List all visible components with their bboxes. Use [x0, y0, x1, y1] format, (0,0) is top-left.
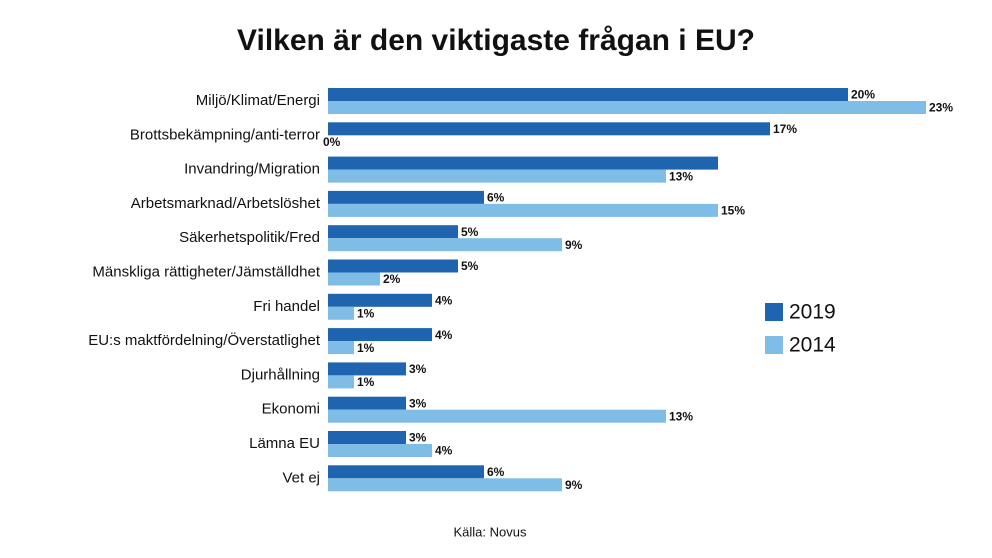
bar	[328, 328, 432, 342]
value-label: 4%	[435, 293, 453, 307]
bar	[328, 203, 718, 217]
category-label: Vet ej	[282, 469, 320, 486]
bar	[328, 88, 848, 101]
legend-swatch	[765, 303, 783, 321]
value-label: 1%	[357, 375, 375, 389]
value-label: 23%	[929, 101, 953, 115]
value-label: 5%	[461, 225, 479, 239]
bar	[328, 375, 354, 389]
value-label: 3%	[409, 431, 427, 445]
value-label: 15%	[721, 204, 745, 218]
value-label: 17%	[773, 122, 797, 136]
category-label: Lämna EU	[249, 435, 320, 452]
bar	[328, 238, 562, 252]
value-label: 0%	[323, 135, 341, 149]
legend-label: 2014	[789, 334, 836, 357]
value-label: 3%	[409, 396, 427, 410]
bar	[328, 396, 406, 410]
value-label: 1%	[357, 306, 375, 320]
value-label: 1%	[357, 341, 375, 355]
value-label: 6%	[487, 191, 505, 205]
bar	[328, 306, 354, 320]
chart-title: Vilken är den viktigaste frågan i EU?	[237, 24, 755, 57]
bar	[328, 341, 354, 355]
bar	[328, 444, 432, 457]
bar	[328, 225, 458, 239]
bar	[328, 122, 770, 136]
bar	[328, 156, 718, 170]
value-label: 3%	[409, 362, 427, 376]
bar	[328, 259, 458, 273]
value-label: 6%	[487, 465, 505, 479]
category-label: Brottsbekämpning/anti-terror	[130, 126, 320, 143]
category-label: Mänskliga rättigheter/Jämställdhet	[92, 263, 320, 280]
value-label: 9%	[565, 478, 583, 492]
bar	[328, 409, 666, 423]
value-label: 4%	[435, 444, 453, 458]
bar	[328, 362, 406, 376]
bar	[328, 272, 380, 286]
value-label: 2%	[383, 272, 401, 286]
bar	[328, 169, 666, 183]
value-label: 9%	[565, 238, 583, 252]
category-label: Invandring/Migration	[184, 161, 320, 178]
category-label: Miljö/Klimat/Energi	[196, 92, 320, 109]
legend-swatch	[765, 336, 783, 354]
value-label: 13%	[669, 409, 693, 423]
category-label: Ekonomi	[262, 401, 320, 418]
category-label: Djurhållning	[241, 366, 320, 383]
bar	[328, 190, 484, 204]
bar	[328, 101, 926, 114]
bar	[328, 431, 406, 444]
category-label: Säkerhetspolitik/Fred	[179, 229, 320, 246]
legend-label: 2019	[789, 301, 836, 324]
value-label: 20%	[851, 88, 875, 102]
bar	[328, 465, 484, 479]
category-label: Arbetsmarknad/Arbetslöshet	[131, 195, 321, 212]
category-label: Fri handel	[253, 298, 320, 315]
category-label: EU:s maktfördelning/Överstatlighet	[88, 331, 321, 349]
value-label: 5%	[461, 259, 479, 273]
bar	[328, 293, 432, 307]
source: Källa: Novus	[454, 524, 527, 539]
bar	[328, 478, 562, 492]
value-label: 13%	[669, 169, 693, 183]
value-label: 4%	[435, 328, 453, 342]
